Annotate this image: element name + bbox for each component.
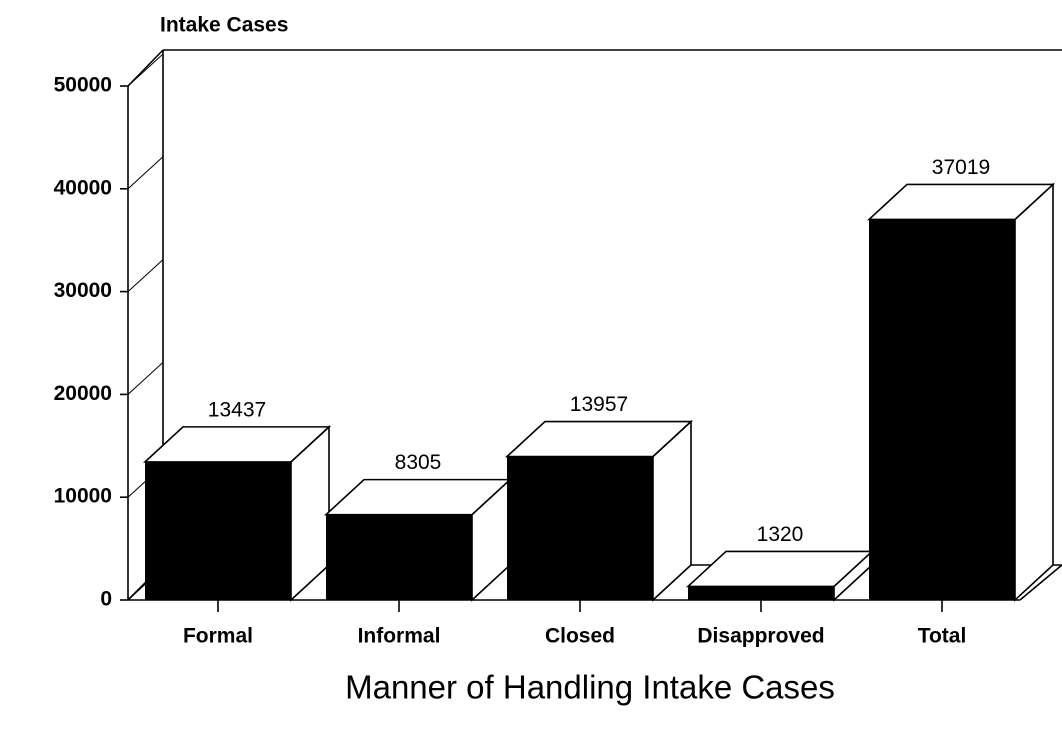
bar: [326, 514, 472, 600]
y-tick-label: 10000: [54, 485, 112, 508]
data-label: 1320: [757, 523, 804, 546]
data-label: 13957: [570, 393, 628, 416]
x-tick-label: Informal: [358, 625, 441, 648]
y-tick-label: 30000: [54, 279, 112, 302]
data-label: 8305: [395, 451, 442, 474]
y-tick-label: 40000: [54, 176, 112, 199]
bar: [145, 461, 291, 600]
y-tick-depth: [127, 259, 164, 292]
y-tick-depth: [127, 156, 164, 190]
y-tick-depth: [127, 53, 164, 87]
bar-side: [1014, 182, 1054, 602]
y-tick-label: 20000: [54, 382, 112, 405]
y-tick-depth: [127, 362, 164, 395]
y-tick-label: 50000: [54, 74, 112, 97]
x-axis-title: Manner of Handling Intake Cases: [345, 669, 835, 706]
x-tick-label: Closed: [545, 625, 615, 648]
data-label: 13437: [208, 398, 266, 421]
bar: [688, 586, 834, 600]
x-tick-label: Formal: [183, 625, 253, 648]
y-tick-label: 0: [100, 588, 112, 611]
bar: [869, 219, 1015, 600]
data-label: 37019: [932, 156, 990, 179]
x-tick-label: Total: [918, 625, 967, 648]
axis-title: Intake Cases: [160, 14, 288, 37]
x-tick-label: Disapproved: [697, 625, 824, 648]
bar: [507, 456, 653, 600]
